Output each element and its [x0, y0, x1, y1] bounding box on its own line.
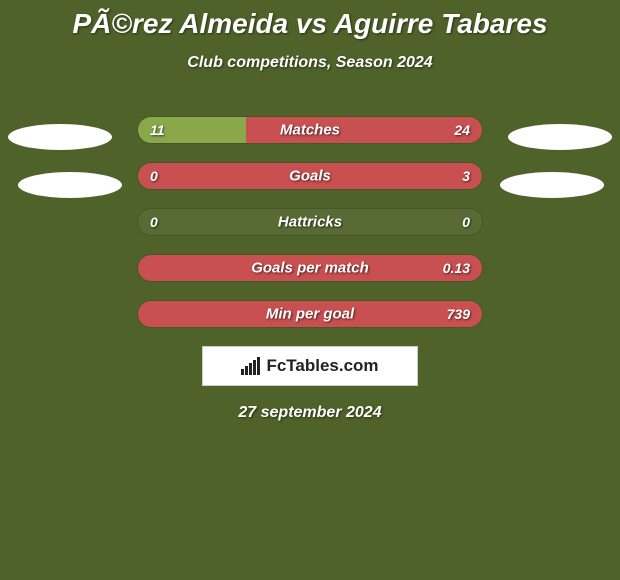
date-label: 27 september 2024 [0, 404, 620, 422]
stat-row: Hattricks 0 0 [137, 208, 483, 236]
brand-text: FcTables.com [266, 356, 378, 376]
stat-value-left: 0 [150, 214, 158, 230]
stat-value-left: 0 [150, 168, 158, 184]
player-right-secondary-shadow [500, 172, 604, 198]
stat-label: Matches [280, 122, 340, 139]
stat-label: Hattricks [278, 214, 342, 231]
brand-box[interactable]: FcTables.com [202, 346, 418, 386]
stat-value-right: 0 [462, 214, 470, 230]
stat-row: Goals 0 3 [137, 162, 483, 190]
stat-bars: Matches 11 24 Goals 0 3 Hattricks 0 0 Goals per m… [137, 116, 483, 328]
comparison-card: PÃ©rez Almeida vs Aguirre Tabares Club c… [0, 0, 620, 422]
stat-row: Goals per match 0.13 [137, 254, 483, 282]
player-right-avatar-shadow [508, 124, 612, 150]
stat-value-right: 0.13 [443, 260, 470, 276]
stat-value-right: 739 [447, 306, 470, 322]
player-left-secondary-shadow [18, 172, 122, 198]
player-left-avatar-shadow [8, 124, 112, 150]
stat-value-left: 11 [150, 122, 165, 138]
stat-row: Matches 11 24 [137, 116, 483, 144]
stat-label: Goals per match [251, 260, 369, 277]
stat-value-right: 24 [454, 122, 470, 138]
stat-label: Goals [289, 168, 331, 185]
page-title: PÃ©rez Almeida vs Aguirre Tabares [0, 8, 620, 40]
stat-label: Min per goal [266, 306, 354, 323]
brand-chart-icon [241, 357, 260, 375]
stats-area: Matches 11 24 Goals 0 3 Hattricks 0 0 Goals per m… [0, 116, 620, 328]
stat-value-right: 3 [462, 168, 470, 184]
stat-row: Min per goal 739 [137, 300, 483, 328]
subtitle: Club competitions, Season 2024 [0, 54, 620, 72]
